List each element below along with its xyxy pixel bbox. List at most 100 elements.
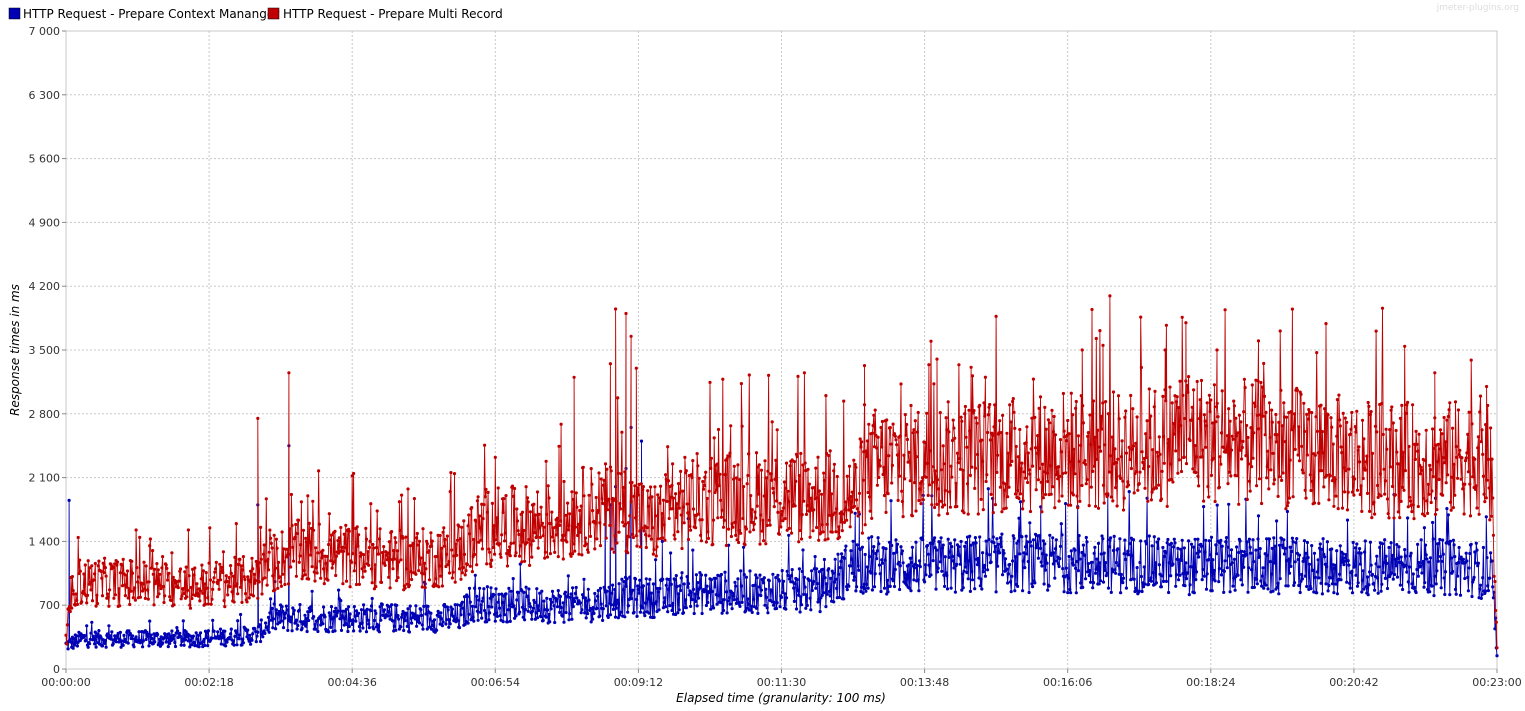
- data-point: [1492, 574, 1496, 579]
- data-point: [773, 477, 777, 481]
- data-point: [663, 596, 667, 600]
- data-point: [644, 601, 648, 605]
- data-point: [318, 559, 322, 563]
- data-point: [206, 602, 210, 606]
- data-point: [765, 523, 769, 528]
- data-point: [1108, 294, 1112, 298]
- data-point: [1011, 397, 1015, 401]
- data-point: [938, 540, 942, 544]
- data-point: [1001, 548, 1005, 553]
- data-point: [928, 483, 932, 487]
- data-point: [763, 603, 767, 607]
- data-point: [964, 435, 968, 439]
- data-point: [1280, 424, 1284, 428]
- data-point: [89, 588, 93, 592]
- data-point: [1171, 480, 1175, 484]
- data-point: [76, 535, 80, 540]
- data-point: [262, 543, 266, 547]
- data-point: [1029, 447, 1033, 451]
- data-point: [1011, 559, 1015, 563]
- data-point: [1151, 571, 1155, 575]
- data-point: [408, 604, 412, 608]
- data-point: [391, 567, 395, 571]
- data-point: [1357, 445, 1361, 449]
- data-point: [618, 507, 623, 511]
- data-point: [501, 510, 505, 514]
- data-point: [753, 583, 757, 587]
- data-point: [168, 595, 172, 599]
- data-point: [825, 451, 829, 456]
- data-point: [836, 552, 840, 556]
- data-point: [1024, 441, 1028, 445]
- data-point: [532, 502, 536, 506]
- data-point: [1434, 582, 1438, 586]
- data-point: [196, 591, 200, 595]
- data-point: [994, 590, 998, 594]
- data-point: [1342, 466, 1346, 470]
- data-point: [1377, 565, 1381, 569]
- data-point: [550, 600, 554, 604]
- data-point: [689, 604, 693, 609]
- data-point: [146, 588, 150, 592]
- data-point: [1316, 558, 1320, 562]
- data-point: [1336, 507, 1340, 511]
- data-point: [679, 513, 683, 517]
- data-point: [533, 531, 537, 535]
- data-point: [873, 572, 877, 576]
- data-point: [558, 519, 563, 523]
- data-point: [218, 562, 222, 566]
- data-point: [621, 588, 626, 592]
- data-point: [1315, 351, 1319, 355]
- data-point: [549, 522, 553, 526]
- data-point: [307, 521, 311, 526]
- data-point: [1023, 476, 1028, 480]
- data-point: [238, 633, 242, 637]
- data-point: [1446, 473, 1450, 477]
- data-point: [1385, 586, 1390, 591]
- data-point: [946, 537, 950, 541]
- data-point: [1013, 492, 1018, 496]
- data-point: [1451, 506, 1455, 510]
- data-point: [1403, 344, 1407, 348]
- data-point: [1188, 583, 1192, 587]
- data-point: [1187, 375, 1191, 379]
- data-point: [817, 538, 821, 542]
- data-point: [218, 578, 223, 582]
- data-point: [722, 598, 726, 602]
- y-tick-label: 5 600: [29, 153, 61, 166]
- data-point: [374, 611, 378, 616]
- data-point: [1308, 473, 1312, 477]
- data-point: [218, 627, 223, 631]
- data-point: [327, 630, 331, 634]
- legend-swatch-multi-record: [267, 7, 280, 20]
- data-point: [714, 576, 718, 581]
- data-point: [1323, 555, 1327, 559]
- data-point: [805, 503, 809, 508]
- data-point: [490, 605, 494, 609]
- data-point: [1034, 488, 1038, 492]
- data-point: [1494, 608, 1498, 613]
- data-point: [1383, 492, 1387, 496]
- data-point: [1043, 492, 1048, 497]
- data-point: [319, 613, 323, 617]
- data-point: [1480, 428, 1484, 432]
- data-point: [241, 641, 245, 645]
- data-point: [103, 556, 107, 560]
- data-point: [926, 493, 930, 497]
- data-point: [656, 493, 660, 497]
- data-point: [493, 552, 497, 556]
- data-point: [666, 479, 671, 483]
- data-point: [498, 542, 502, 546]
- data-point: [935, 357, 939, 361]
- data-point: [1315, 429, 1319, 433]
- data-point: [536, 604, 540, 608]
- data-point: [616, 616, 621, 620]
- data-point: [553, 550, 557, 555]
- data-point: [930, 541, 935, 546]
- data-point: [1212, 568, 1216, 573]
- data-point: [181, 637, 185, 641]
- data-point: [1478, 583, 1483, 587]
- data-point: [1422, 526, 1426, 530]
- data-point: [843, 508, 847, 512]
